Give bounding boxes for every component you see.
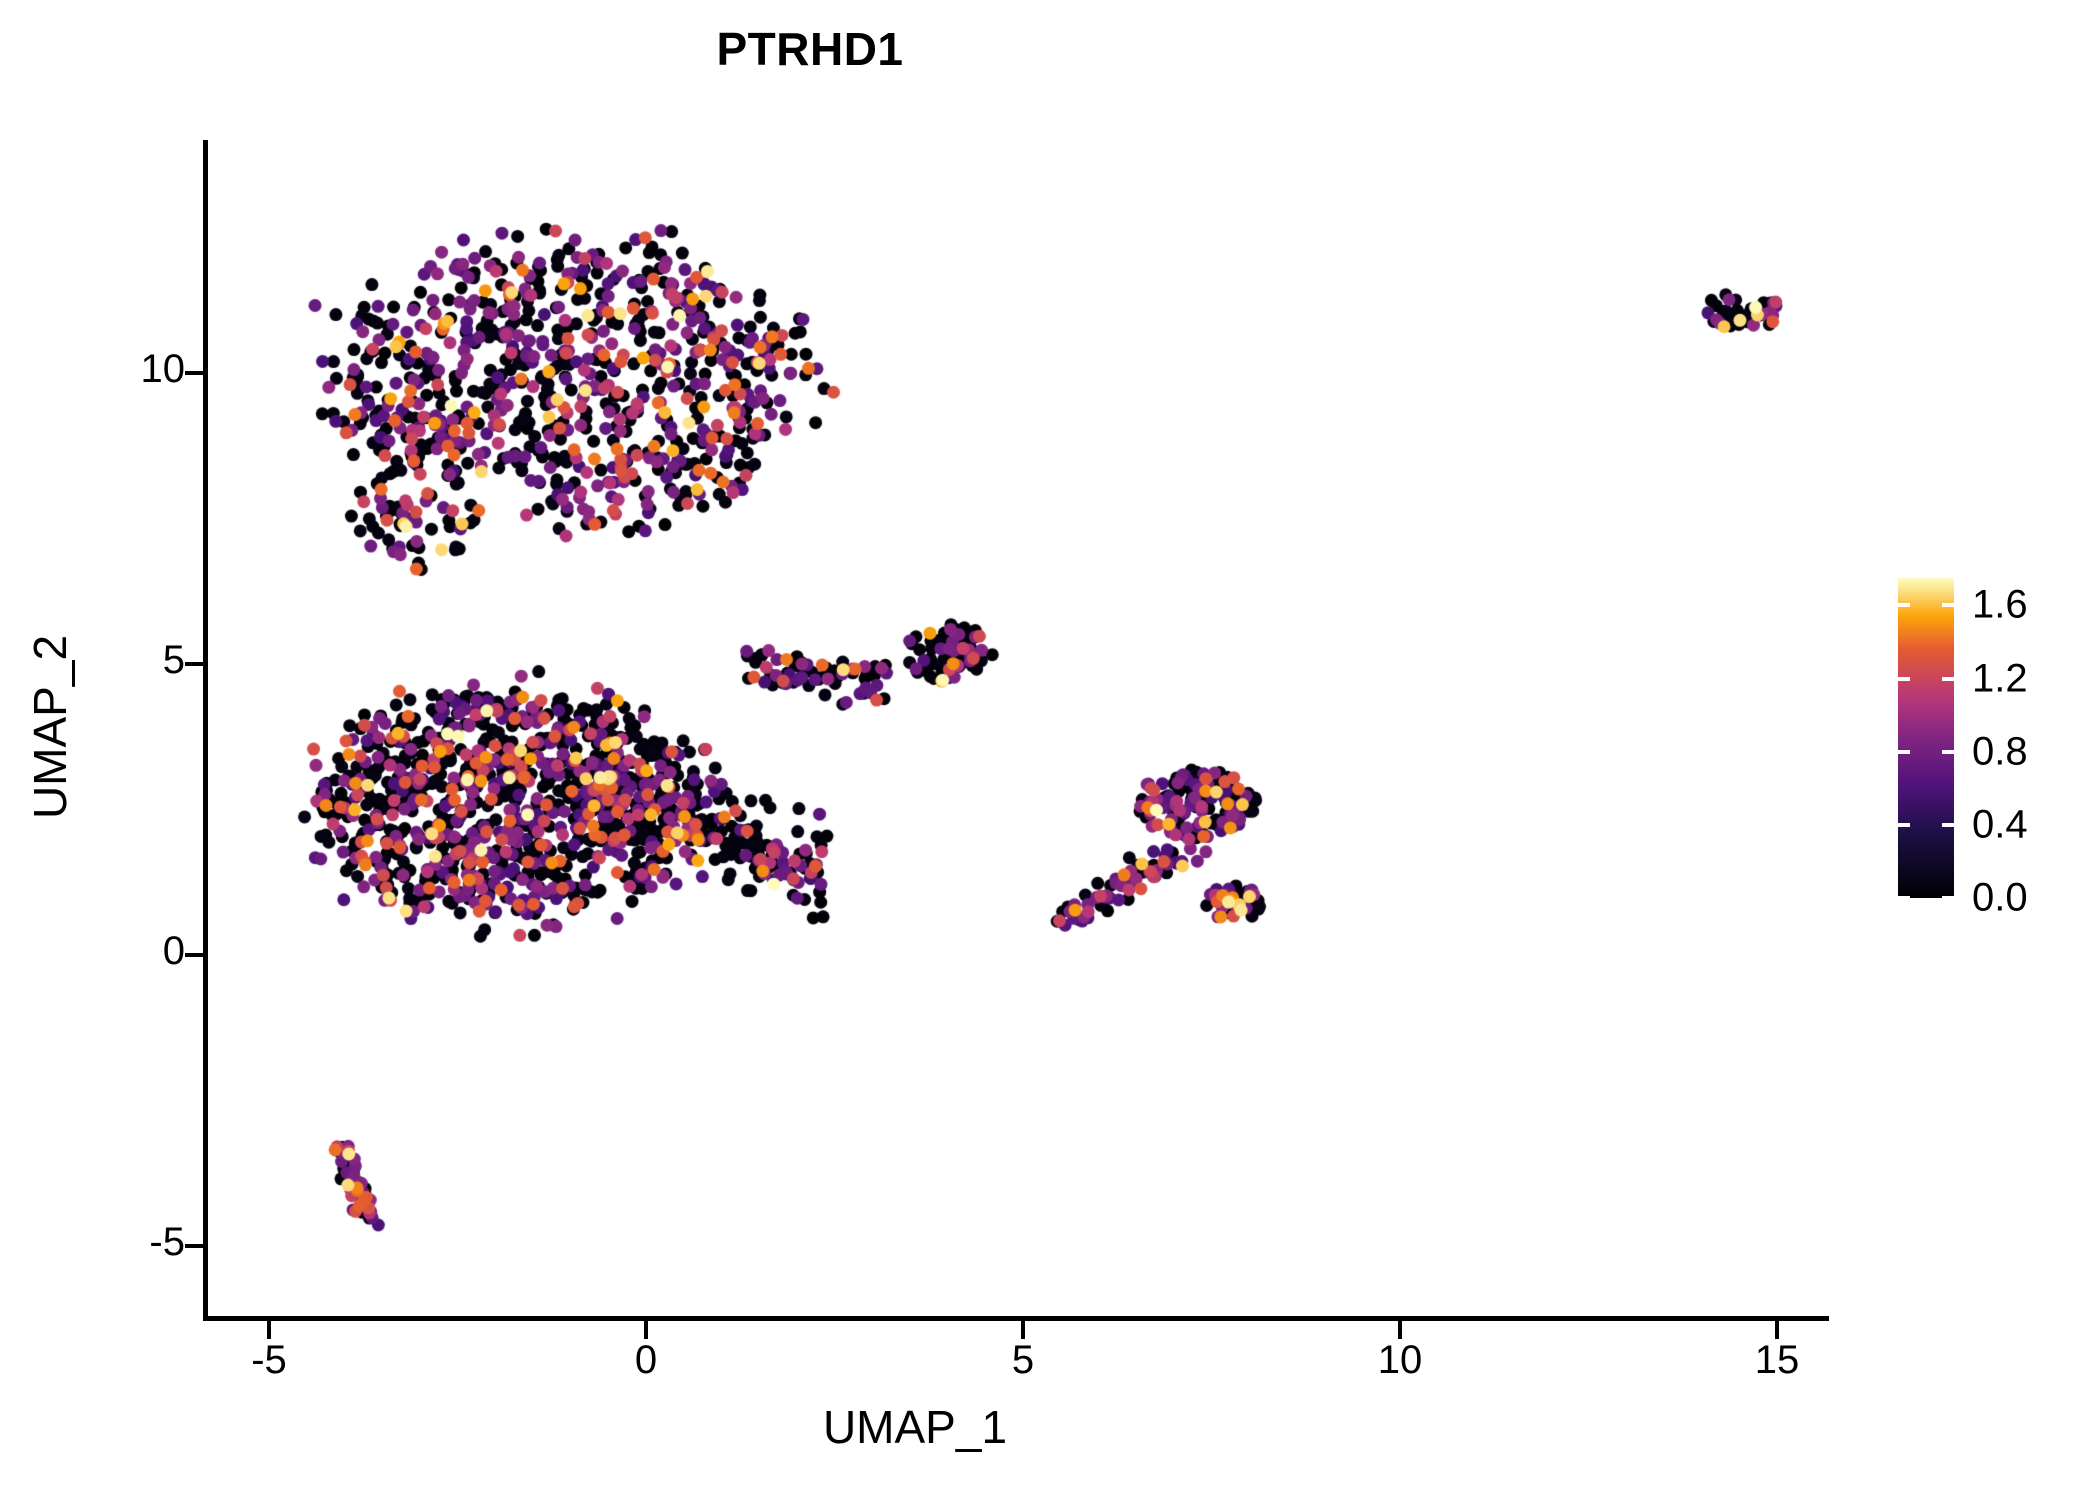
- x-tick-label: 5: [1011, 1338, 1035, 1382]
- colorbar-label: 1.6: [1972, 582, 2028, 627]
- colorbar-label: 0.8: [1972, 729, 2028, 774]
- x-tick-mark: [1398, 1321, 1402, 1339]
- y-axis-label: UMAP_2: [24, 634, 76, 820]
- colorbar-tick-left: [1898, 676, 1910, 681]
- y-tick-mark: [185, 371, 203, 375]
- colorbar-tick-right: [1942, 603, 1954, 608]
- colorbar-label: 1.2: [1972, 656, 2028, 701]
- colorbar-tick-left: [1898, 896, 1910, 900]
- x-tick-label: 10: [1377, 1338, 1423, 1382]
- colorbar-tick-left: [1898, 749, 1910, 754]
- x-tick-mark: [644, 1321, 648, 1339]
- y-tick-mark: [185, 1244, 203, 1248]
- x-axis-line: [203, 1316, 1829, 1321]
- colorbar-label: 0.0: [1972, 875, 2028, 920]
- x-tick-mark: [267, 1321, 271, 1339]
- colorbar-tick-left: [1898, 603, 1910, 608]
- x-axis-label: UMAP_1: [822, 1401, 1008, 1453]
- x-tick-label: 0: [634, 1338, 658, 1382]
- colorbar-tick-right: [1942, 896, 1954, 900]
- colorbar-tick-left: [1898, 822, 1910, 827]
- colorbar-tick-right: [1942, 749, 1954, 754]
- x-tick-mark: [1021, 1321, 1025, 1339]
- y-tick-label: 5: [162, 638, 185, 682]
- colorbar-label: 0.4: [1972, 802, 2028, 847]
- y-tick-mark: [185, 662, 203, 666]
- x-tick-label: 15: [1754, 1338, 1800, 1382]
- y-tick-label: 10: [140, 347, 186, 391]
- y-tick-mark: [185, 953, 203, 957]
- y-axis-line: [203, 140, 208, 1320]
- colorbar-gradient: [1898, 578, 1954, 898]
- x-tick-mark: [1775, 1321, 1779, 1339]
- y-tick-label: -5: [149, 1220, 185, 1264]
- y-tick-label: 0: [162, 929, 185, 973]
- colorbar-tick-right: [1942, 822, 1954, 827]
- x-tick-label: -5: [251, 1338, 287, 1382]
- colorbar-tick-right: [1942, 676, 1954, 681]
